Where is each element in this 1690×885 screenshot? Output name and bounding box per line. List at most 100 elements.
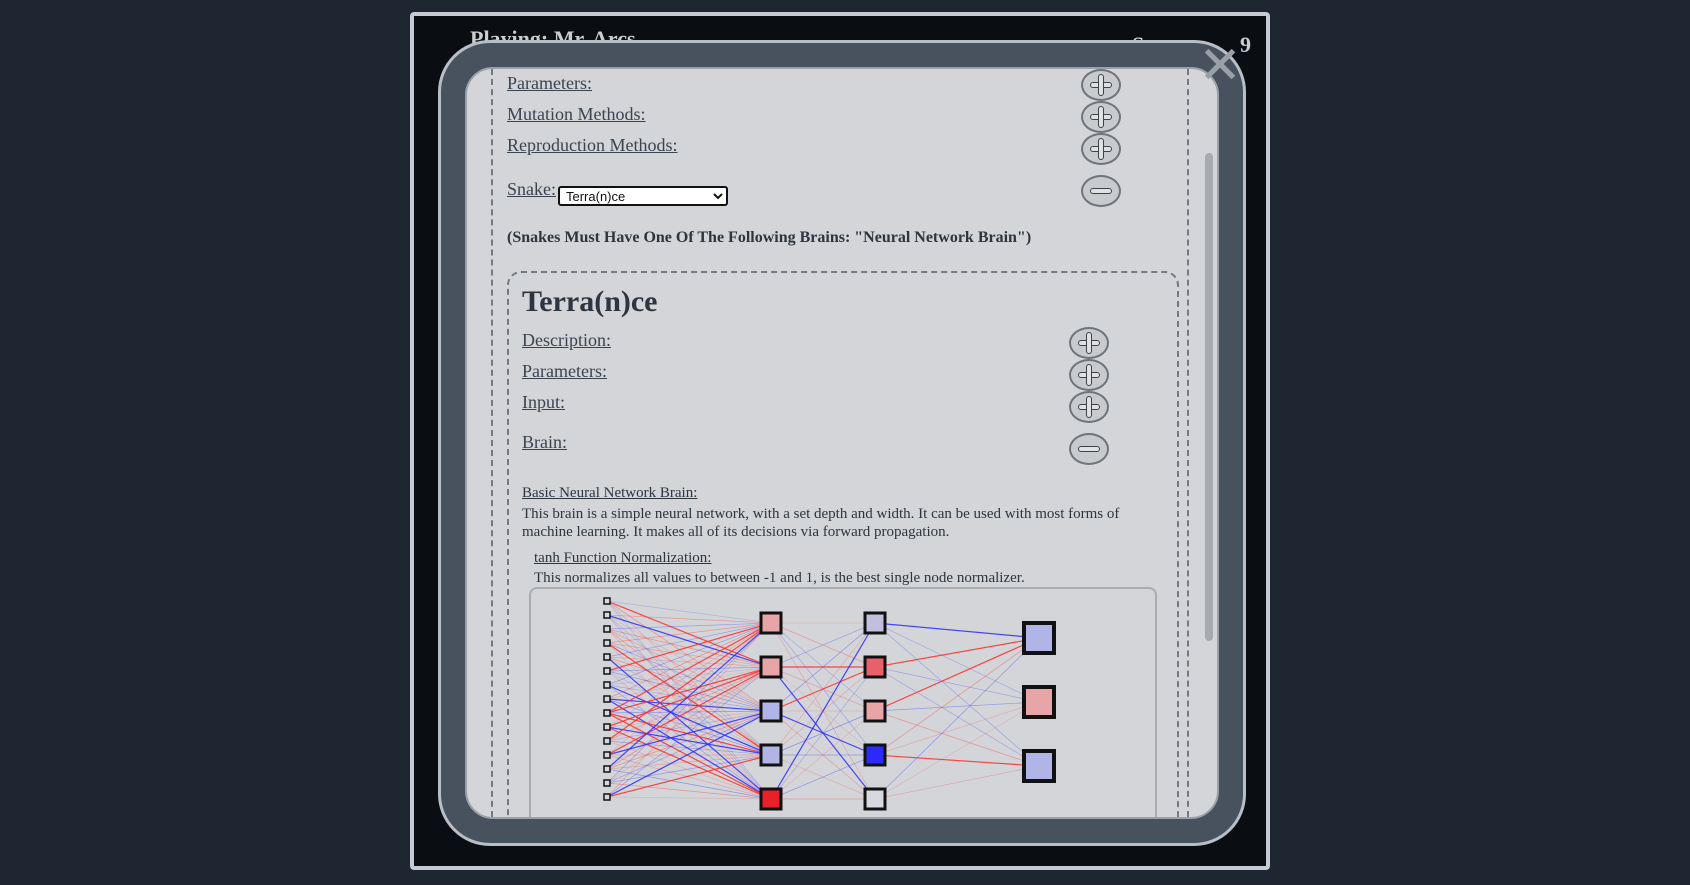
connection-line	[874, 666, 1040, 703]
connection-line	[606, 628, 772, 712]
snake-link[interactable]: Snake:	[507, 179, 556, 199]
connection-line	[606, 622, 772, 700]
connection-line	[606, 710, 772, 742]
connection-line	[874, 701, 1040, 712]
network-node	[1022, 749, 1056, 783]
snake-title: Terra(n)ce	[522, 285, 658, 318]
snake-parameters-link[interactable]: Parameters:	[522, 361, 607, 381]
connection-line	[606, 666, 772, 770]
neural-network-visualization	[529, 587, 1157, 817]
network-node	[863, 655, 887, 679]
network-node	[759, 743, 783, 767]
input-link[interactable]: Input:	[522, 392, 565, 412]
brain-name-link[interactable]: Basic Neural Network Brain:	[522, 485, 698, 501]
connection-line	[874, 666, 1040, 767]
connection-line	[606, 614, 772, 756]
network-node	[603, 695, 611, 703]
network-node	[603, 751, 611, 759]
connection-line	[606, 698, 772, 756]
snake-select[interactable]: Terra(n)ce	[558, 186, 728, 206]
connection-line	[606, 666, 772, 714]
connection-line	[606, 642, 772, 712]
neural-network-diagram	[603, 597, 1056, 811]
connection-line	[606, 622, 772, 630]
connection-line	[606, 614, 772, 624]
description-link[interactable]: Description:	[522, 330, 611, 350]
connection-line	[606, 666, 772, 756]
network-node	[759, 655, 783, 679]
connection-line	[606, 670, 772, 712]
collapse-snake-button[interactable]	[1081, 175, 1121, 207]
reproduction-methods-link[interactable]: Reproduction Methods:	[507, 135, 678, 155]
modal-content-area[interactable]: Parameters: Mutation Methods: Reproducti…	[465, 67, 1219, 819]
connection-line	[606, 666, 772, 672]
connection-line	[606, 666, 772, 686]
expand-input-button[interactable]	[1069, 391, 1109, 423]
expand-description-button[interactable]	[1069, 327, 1109, 359]
connection-line	[606, 796, 772, 800]
connection-line	[606, 754, 772, 784]
connection-line	[606, 622, 772, 644]
connection-line	[606, 666, 772, 784]
connection-line	[606, 600, 772, 800]
scrollbar-track[interactable]	[1199, 69, 1217, 817]
expand-reproduction-methods-button[interactable]	[1081, 133, 1121, 165]
connection-line	[606, 622, 772, 770]
settings-section-border	[491, 69, 1189, 817]
network-node	[603, 709, 611, 717]
connection-line	[606, 628, 772, 800]
snake-panel	[507, 271, 1179, 817]
connection-line	[606, 642, 772, 800]
connection-line	[874, 754, 1040, 767]
connection-line	[874, 710, 1040, 767]
expand-mutation-methods-button[interactable]	[1081, 101, 1121, 133]
connection-line	[770, 710, 876, 756]
network-node	[603, 625, 611, 633]
connection-line	[874, 701, 1040, 756]
expand-snake-parameters-button[interactable]	[1069, 359, 1109, 391]
connection-line	[606, 698, 772, 800]
connection-line	[606, 642, 772, 756]
connection-line	[606, 710, 772, 728]
brain-link[interactable]: Brain:	[522, 432, 567, 452]
connection-line	[606, 710, 772, 714]
connection-line	[606, 600, 772, 712]
connection-line	[606, 726, 772, 756]
normalization-link[interactable]: tanh Function Normalization:	[534, 550, 712, 566]
connection-line	[606, 768, 772, 800]
connection-line	[606, 684, 772, 800]
connection-line	[606, 710, 772, 798]
connection-line	[606, 622, 772, 672]
score-value: 9	[1240, 32, 1251, 57]
connection-line	[770, 622, 876, 712]
connection-line	[606, 628, 772, 668]
connection-line	[606, 666, 772, 728]
connection-line	[606, 710, 772, 784]
connection-line	[606, 622, 772, 686]
connection-line	[606, 698, 772, 712]
network-node	[603, 639, 611, 647]
connection-line	[770, 710, 876, 800]
network-node	[863, 699, 887, 723]
network-node	[603, 765, 611, 773]
network-node	[603, 611, 611, 619]
collapse-brain-button[interactable]	[1069, 433, 1109, 465]
modal-scroll-content: Parameters: Mutation Methods: Reproducti…	[467, 69, 1217, 817]
scrollbar-thumb[interactable]	[1205, 153, 1213, 641]
connection-line	[606, 726, 772, 800]
brain-description: This brain is a simple neural network, w…	[522, 506, 1120, 540]
connection-line	[770, 622, 876, 668]
connection-line	[606, 670, 772, 800]
expand-parameters-button[interactable]	[1081, 69, 1121, 101]
connection-line	[606, 670, 772, 756]
network-node	[863, 743, 887, 767]
parameters-link[interactable]: Parameters:	[507, 73, 592, 93]
connection-line	[770, 622, 876, 668]
connection-line	[606, 740, 772, 800]
network-node	[603, 653, 611, 661]
close-icon[interactable]: ✕	[1198, 36, 1242, 96]
connection-line	[606, 754, 772, 770]
mutation-methods-link[interactable]: Mutation Methods:	[507, 104, 646, 124]
network-node	[1022, 621, 1056, 655]
network-node	[863, 787, 887, 811]
